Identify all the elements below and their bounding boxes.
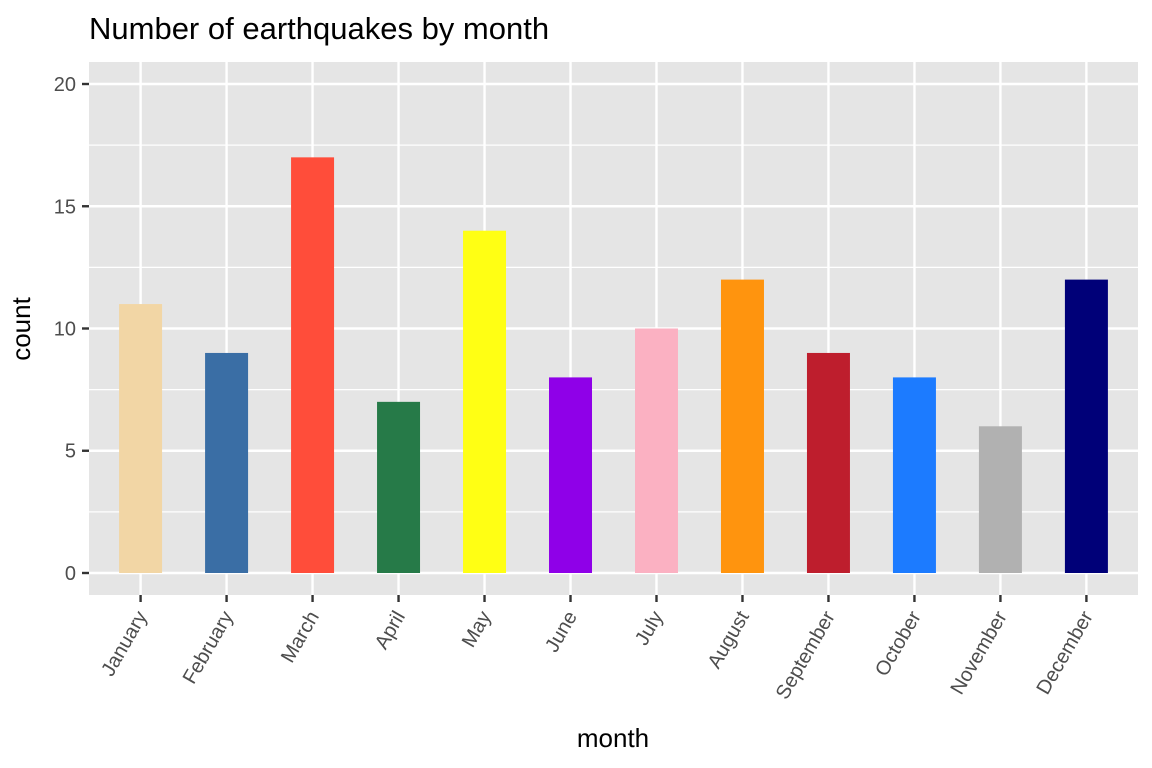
x-tick-label-june: June (541, 608, 582, 657)
y-tick-label: 5 (65, 441, 76, 463)
bar-september (806, 352, 850, 573)
x-tick-label-october: October (871, 607, 926, 680)
bar-june (549, 377, 593, 573)
y-axis-title: count (6, 296, 36, 360)
chart-title: Number of earthquakes by month (89, 11, 549, 46)
y-axis: 0 5 10 15 20 (54, 74, 89, 585)
bar-july (634, 328, 678, 573)
x-tick-label-december: December (1033, 607, 1098, 698)
x-tick-label-july: July (631, 608, 668, 650)
x-tick-label-november: November (947, 607, 1012, 698)
bar-may (463, 230, 507, 573)
y-tick-label: 0 (65, 563, 76, 585)
x-axis: January February March April May June July Augu… (97, 595, 1098, 703)
bar-december (1064, 279, 1108, 573)
bar-april (377, 401, 421, 573)
bar-january (119, 304, 163, 573)
x-tick-label-may: May (458, 608, 496, 652)
x-tick-label-september: September (772, 607, 840, 703)
x-tick-label-january: January (97, 608, 152, 681)
y-tick-label: 20 (54, 74, 76, 96)
bar-august (720, 279, 764, 573)
bar-march (291, 157, 335, 573)
x-axis-title: month (577, 723, 649, 753)
y-tick-label: 10 (54, 319, 76, 341)
bar-october (892, 377, 936, 573)
minor-gridlines (89, 144, 1138, 513)
bar-february (205, 352, 249, 573)
bars (119, 157, 1108, 573)
x-tick-label-february: February (179, 608, 238, 688)
x-tick-label-march: March (277, 608, 324, 667)
bar-november (978, 426, 1022, 573)
x-tick-label-april: April (371, 608, 410, 654)
x-tick-label-august: August (704, 607, 754, 672)
y-tick-label: 15 (54, 196, 76, 218)
